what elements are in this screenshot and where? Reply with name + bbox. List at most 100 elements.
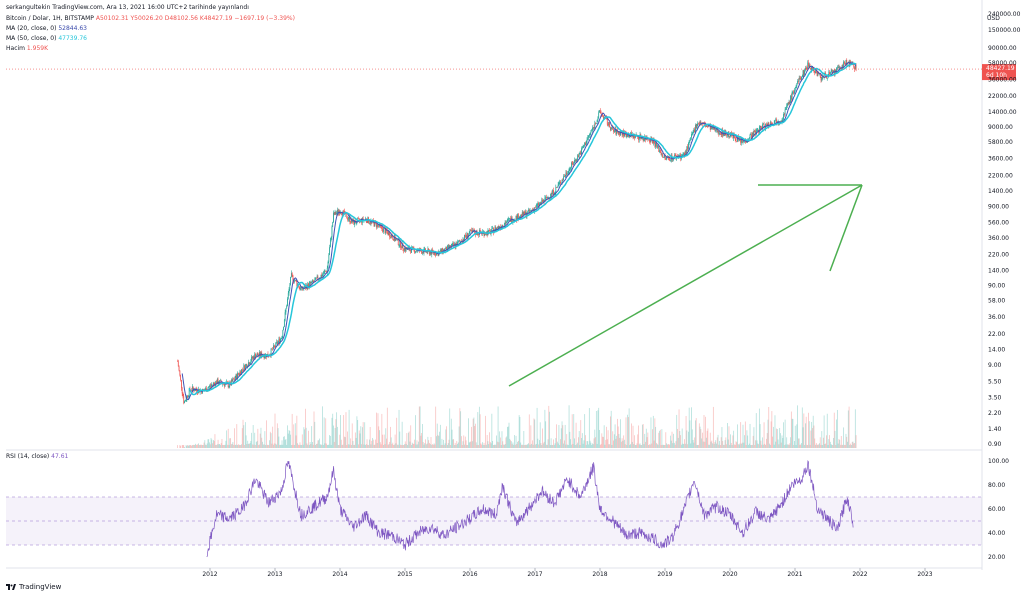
volume-bar bbox=[290, 434, 291, 448]
volume-bar bbox=[641, 445, 642, 448]
ma50-value: 47739.76 bbox=[58, 35, 87, 42]
volume-bar bbox=[514, 444, 516, 448]
volume-bar bbox=[238, 444, 240, 448]
candle-body bbox=[352, 220, 354, 223]
volume-bar bbox=[644, 433, 646, 448]
ohlc-close: K48427.19 bbox=[199, 15, 233, 22]
candle-body bbox=[218, 383, 220, 385]
volume-bar bbox=[364, 422, 366, 448]
candle-body bbox=[610, 127, 611, 131]
symbol-name[interactable]: Bitcoin / Dolar, 1H, BITSTAMP bbox=[6, 15, 94, 22]
rsi-tick-label: 100.00 bbox=[988, 458, 1009, 465]
volume-bar bbox=[508, 422, 510, 448]
volume-bar bbox=[565, 444, 567, 448]
volume-bar bbox=[599, 429, 600, 448]
candle-body bbox=[749, 134, 751, 139]
volume-bar bbox=[230, 444, 232, 448]
candle-body bbox=[606, 117, 607, 120]
candle-body bbox=[180, 375, 182, 380]
candle-body bbox=[585, 142, 586, 146]
candle-body bbox=[531, 209, 533, 211]
candle-body bbox=[416, 250, 418, 252]
candle-body bbox=[836, 67, 838, 69]
candle-body bbox=[224, 383, 226, 387]
volume-bar bbox=[791, 418, 793, 448]
volume-bar bbox=[765, 444, 767, 448]
volume-bar bbox=[597, 410, 599, 448]
volume-bar bbox=[535, 444, 536, 448]
volume-row[interactable]: Hacim 1.959K bbox=[6, 44, 295, 54]
volume-bar bbox=[332, 413, 334, 448]
volume-bar bbox=[310, 444, 312, 448]
volume-bar bbox=[488, 444, 490, 448]
volume-bar bbox=[832, 444, 834, 448]
price-tick-label: 90000.00 bbox=[988, 45, 1017, 52]
candle-body bbox=[478, 234, 479, 236]
candle-body bbox=[298, 287, 300, 288]
volume-bar bbox=[526, 444, 528, 448]
volume-bar bbox=[603, 425, 605, 448]
candle-body bbox=[288, 289, 290, 294]
volume-bar bbox=[203, 442, 205, 448]
volume-bar bbox=[569, 431, 571, 448]
candle-body bbox=[661, 154, 663, 156]
candle-body bbox=[188, 388, 190, 396]
volume-bar bbox=[559, 444, 561, 448]
candle-body bbox=[234, 378, 236, 380]
candle-body bbox=[735, 138, 737, 142]
volume-bar bbox=[523, 431, 525, 448]
volume-bar bbox=[733, 430, 735, 448]
volume-bar bbox=[393, 444, 395, 448]
candle-body bbox=[854, 65, 856, 70]
candle-body bbox=[324, 271, 326, 272]
volume-bar bbox=[680, 435, 681, 448]
volume-bar bbox=[553, 439, 554, 448]
volume-bar bbox=[621, 438, 623, 448]
candle-body bbox=[751, 132, 753, 139]
rsi-legend[interactable]: RSI (14, close) 47.61 bbox=[6, 453, 68, 460]
volume-bar bbox=[438, 435, 440, 448]
volume-bar bbox=[333, 441, 335, 448]
ohlc-high: Y50026.20 bbox=[130, 15, 163, 22]
volume-bar bbox=[411, 442, 413, 448]
volume-bar bbox=[633, 444, 635, 448]
candle-body bbox=[466, 233, 468, 237]
volume-bar bbox=[594, 429, 596, 448]
candle-body bbox=[574, 159, 576, 161]
volume-bar bbox=[246, 444, 248, 448]
volume-bar bbox=[764, 443, 766, 448]
volume-bar bbox=[425, 439, 426, 448]
ma20-row[interactable]: MA (20, close, 0) 52844.63 bbox=[6, 24, 295, 34]
tradingview-watermark[interactable]: TradingView bbox=[6, 583, 61, 591]
candle-body bbox=[415, 251, 416, 253]
volume-bar bbox=[571, 444, 572, 448]
volume-bar bbox=[578, 431, 580, 448]
volume-bar bbox=[372, 439, 374, 448]
volume-bar bbox=[210, 437, 212, 448]
candle-body bbox=[582, 147, 584, 148]
volume-bar bbox=[723, 444, 724, 448]
publish-info: serkangultekin TradingView.com, Ara 13, … bbox=[6, 4, 249, 11]
volume-bar bbox=[371, 440, 373, 448]
candle-body bbox=[662, 154, 664, 158]
candle-body bbox=[502, 224, 504, 227]
candle-body bbox=[829, 72, 830, 75]
volume-bar bbox=[464, 444, 465, 448]
volume-bar bbox=[727, 422, 728, 448]
volume-bar bbox=[492, 440, 494, 448]
candle-body bbox=[467, 233, 469, 238]
ma50-row[interactable]: MA (50, close, 0) 47739.76 bbox=[6, 34, 295, 44]
volume-bar bbox=[191, 445, 192, 448]
volume-bar bbox=[636, 443, 638, 448]
candle-body bbox=[621, 133, 623, 135]
volume-bar bbox=[799, 444, 801, 448]
volume-bar bbox=[374, 444, 376, 448]
volume-bar bbox=[516, 444, 518, 448]
candle-body bbox=[528, 209, 530, 212]
volume-bar bbox=[777, 439, 779, 448]
candle-body bbox=[504, 222, 506, 225]
candle-body bbox=[184, 401, 185, 404]
volume-bar bbox=[186, 445, 188, 448]
volume-bar bbox=[475, 423, 476, 448]
